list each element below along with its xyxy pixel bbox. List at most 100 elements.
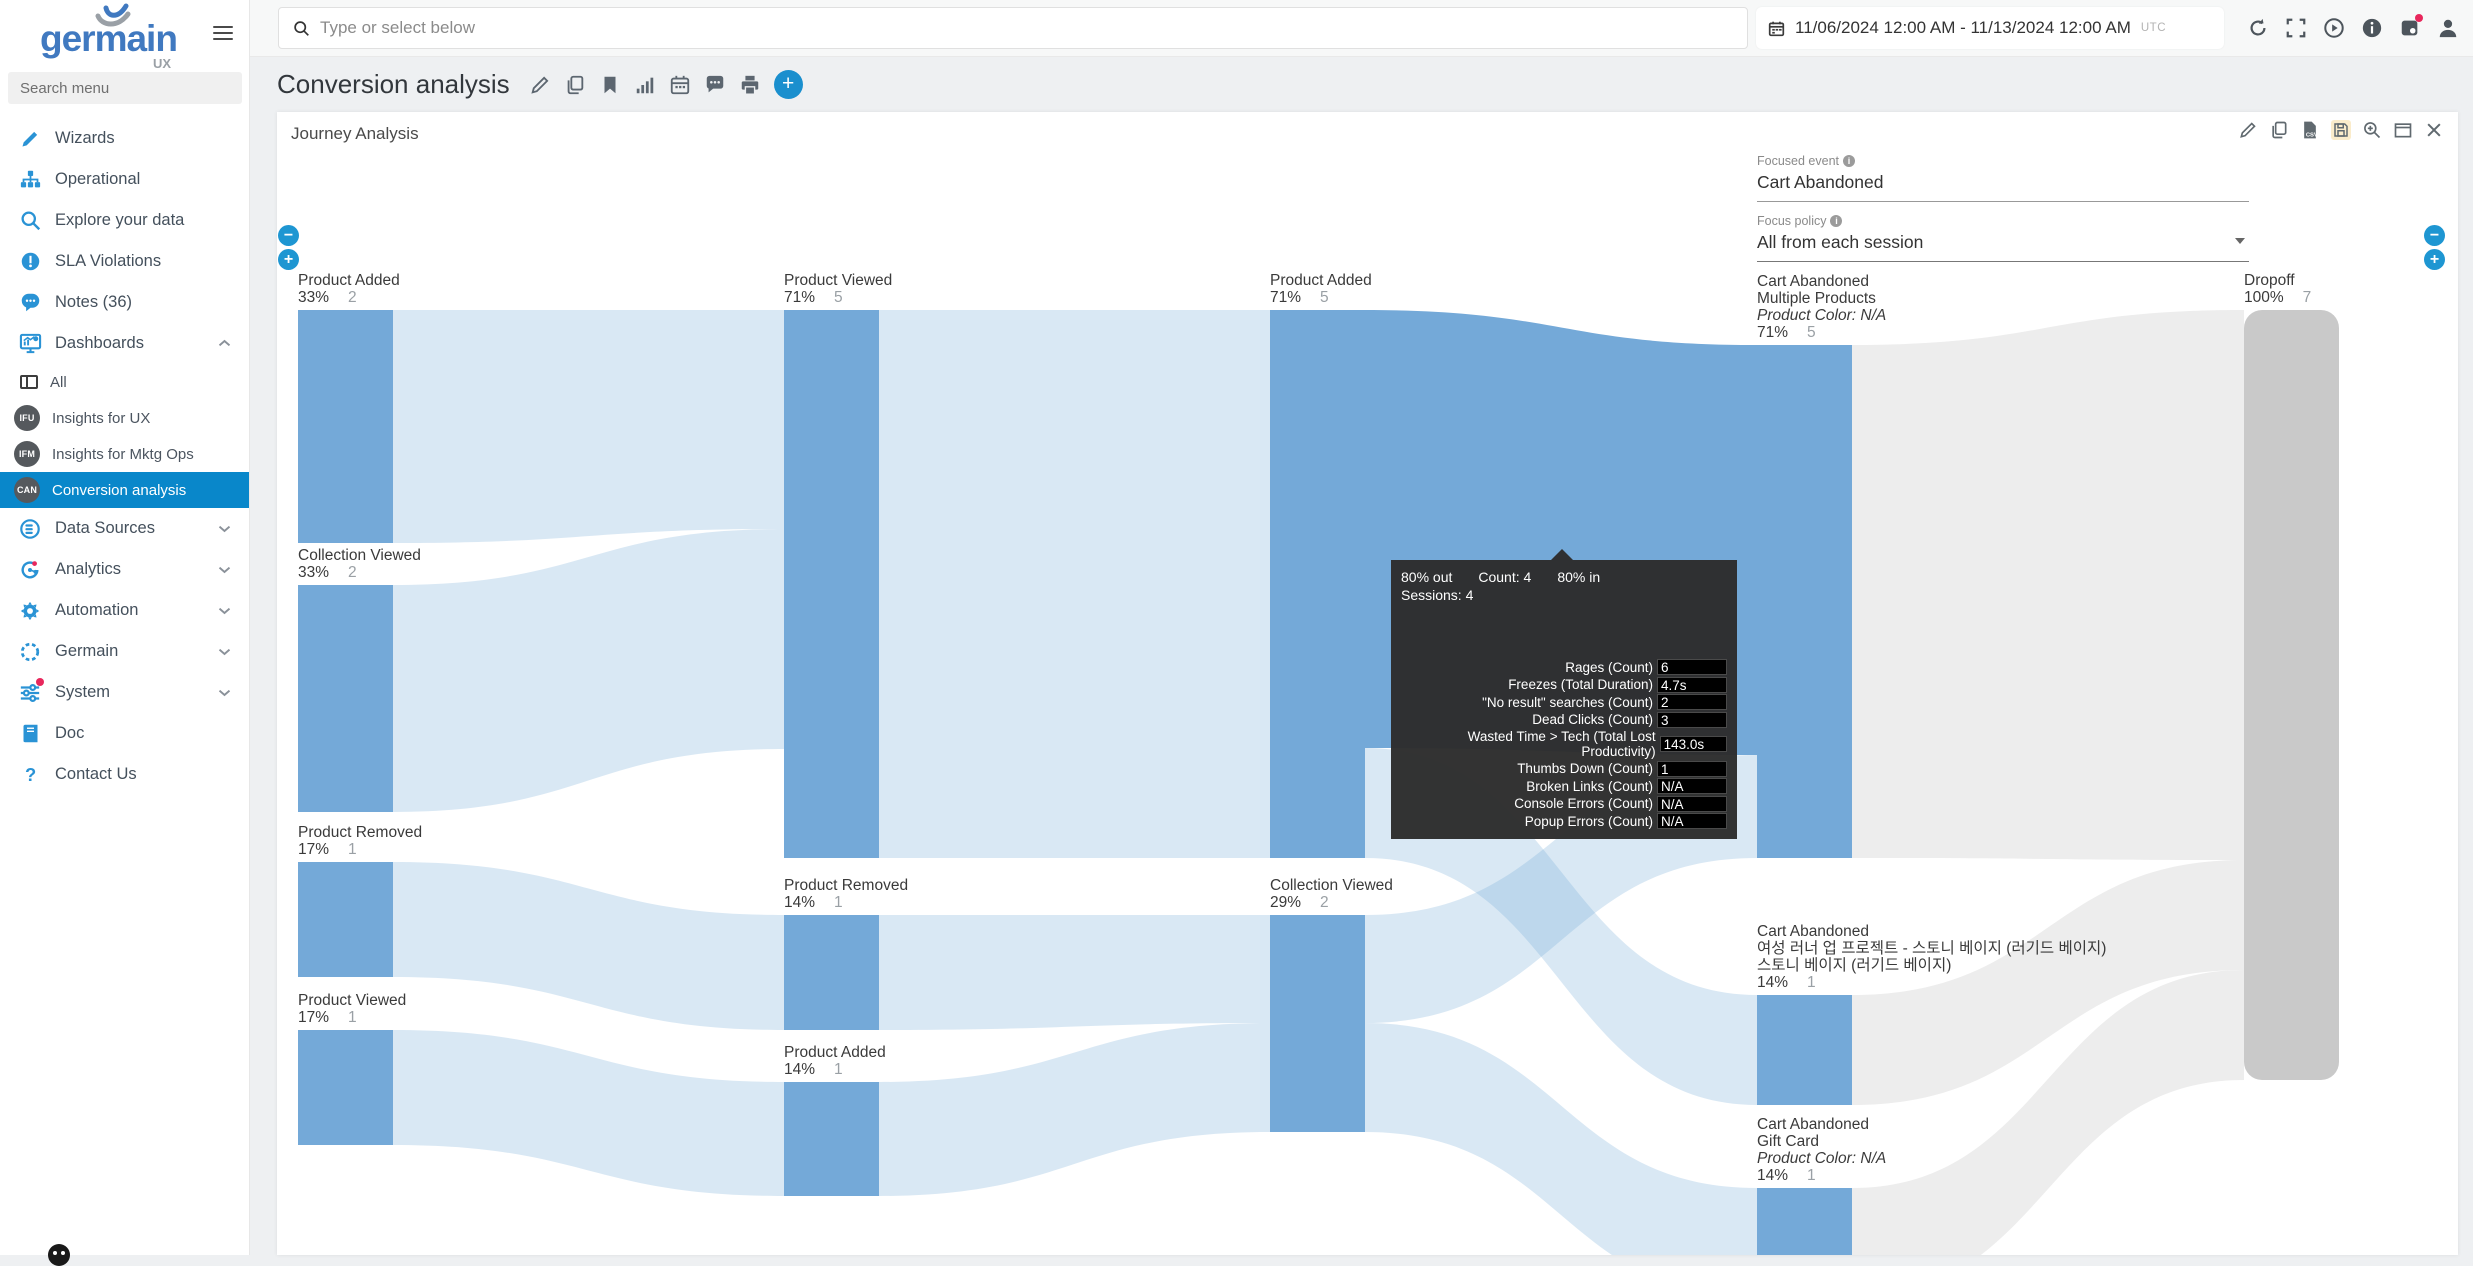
sankey-node-c4-giftcard[interactable] xyxy=(1757,1188,1852,1255)
sidebar-item-dashboards[interactable]: Dashboards xyxy=(0,323,249,364)
global-search[interactable] xyxy=(278,7,1748,49)
brand-sub: UX xyxy=(153,56,171,71)
sankey-node-c4-korean[interactable] xyxy=(1757,995,1852,1105)
brand-name: germain xyxy=(40,18,177,60)
sidebar-item-explore-your-data[interactable]: Explore your data xyxy=(0,200,249,241)
sidebar-search-input[interactable] xyxy=(8,72,242,104)
sidebar-item-label: Automation xyxy=(55,601,138,620)
sidebar-item-label: System xyxy=(55,683,110,702)
zoom-out-button-right[interactable]: − xyxy=(2424,225,2445,246)
sidebar-subitem-all[interactable]: All xyxy=(0,364,249,400)
sankey-link-c2-added-to-c3-collection[interactable] xyxy=(879,1023,1270,1196)
sankey-node-c4-multi[interactable] xyxy=(1757,345,1852,858)
tooltip-sessions: Sessions: 4 xyxy=(1401,587,1727,603)
sankey-link-c1-viewed-to-c2-added[interactable] xyxy=(393,1030,784,1196)
question-icon: ? xyxy=(18,763,42,787)
book-icon xyxy=(18,722,42,746)
sankey-node-c1-collection[interactable] xyxy=(298,585,393,812)
comments-icon[interactable] xyxy=(704,74,726,96)
germain-icon xyxy=(18,640,42,664)
tooltip-metric-row: "No result" searches (Count)2 xyxy=(1401,694,1727,710)
focus-policy-select[interactable]: All from each session xyxy=(1757,228,2249,262)
schedule-calendar-icon[interactable] xyxy=(669,74,691,96)
sankey-link-c1-added-to-c2-viewed[interactable] xyxy=(393,310,784,543)
sidebar-item-operational[interactable]: Operational xyxy=(0,159,249,200)
date-range-picker[interactable]: 11/06/2024 12:00 AM - 11/13/2024 12:00 A… xyxy=(1756,7,2224,49)
notifications-icon[interactable] xyxy=(2399,17,2421,39)
search-icon xyxy=(293,20,310,37)
search-icon xyxy=(18,209,42,233)
tooltip-metric-row: Wasted Time > Tech (Total Lost Productiv… xyxy=(1401,729,1727,759)
sankey-link-c2-removed-to-c3-collection[interactable] xyxy=(879,915,1270,1030)
sidebar-item-label: Germain xyxy=(55,642,118,661)
sankey-node-c1-added[interactable] xyxy=(298,310,393,543)
sidebar-item-contact-us[interactable]: ?Contact Us xyxy=(0,754,249,795)
chat-widget-button[interactable] xyxy=(48,1244,70,1266)
play-icon[interactable] xyxy=(2323,17,2345,39)
sidebar-item-analytics[interactable]: Analytics xyxy=(0,549,249,590)
fullscreen-icon[interactable] xyxy=(2285,17,2307,39)
sidebar-item-germain[interactable]: Germain xyxy=(0,631,249,672)
sankey-node-c5-dropoff[interactable] xyxy=(2244,310,2339,1080)
tooltip-metric-row: Thumbs Down (Count)1 xyxy=(1401,761,1727,777)
sidebar-item-label: SLA Violations xyxy=(55,252,161,271)
sankey-link-c1-collection-to-c2-viewed[interactable] xyxy=(393,529,784,812)
sidebar-item-system[interactable]: System xyxy=(0,672,249,713)
chevron-down-icon xyxy=(217,685,232,700)
sankey-node-c2-viewed[interactable] xyxy=(784,310,879,858)
sankey-node-c3-added[interactable] xyxy=(1270,310,1365,858)
sankey-link-c2-viewed-to-c3-added[interactable] xyxy=(879,310,1270,858)
sidebar-collapse-burger-icon[interactable] xyxy=(213,22,233,44)
add-panel-button[interactable]: + xyxy=(774,70,803,99)
global-search-input[interactable] xyxy=(320,18,1733,38)
zoom-out-button[interactable]: − xyxy=(278,225,299,246)
sankey-node-c1-viewed[interactable] xyxy=(298,1030,393,1145)
refresh-icon[interactable] xyxy=(2247,17,2269,39)
sidebar-item-automation[interactable]: Automation xyxy=(0,590,249,631)
focused-event-input[interactable]: Cart Abandoned xyxy=(1757,168,2249,202)
sankey-node-c2-removed[interactable] xyxy=(784,915,879,1030)
sitemap-icon xyxy=(18,168,42,192)
user-icon[interactable] xyxy=(2437,17,2459,39)
sidebar-item-doc[interactable]: Doc xyxy=(0,713,249,754)
sankey-link-c4-multi-to-c5-dropoff[interactable] xyxy=(1852,310,2244,860)
alert-icon xyxy=(18,250,42,274)
sankey-node-c1-removed[interactable] xyxy=(298,862,393,977)
sankey-node-c2-added[interactable] xyxy=(784,1082,879,1196)
print-icon[interactable] xyxy=(739,74,761,96)
topbar: 11/06/2024 12:00 AM - 11/13/2024 12:00 A… xyxy=(250,0,2473,57)
zoom-in-button[interactable]: + xyxy=(278,249,299,270)
copy-dashboard-icon[interactable] xyxy=(564,74,586,96)
sidebar-subitem-label: All xyxy=(50,374,67,391)
sidebar-item-label: Analytics xyxy=(55,560,121,579)
chevron-down-icon xyxy=(217,521,232,536)
tooltip-metric-row: Popup Errors (Count)N/A xyxy=(1401,813,1727,829)
edit-title-icon[interactable] xyxy=(529,74,551,96)
sidebar-item-notes-36-[interactable]: Notes (36) xyxy=(0,282,249,323)
sidebar-item-sla-violations[interactable]: SLA Violations xyxy=(0,241,249,282)
chevron-down-icon xyxy=(217,562,232,577)
main-content: Conversion analysis + Journey Analysis C… xyxy=(250,57,2473,1255)
page-header: Conversion analysis + xyxy=(277,69,803,100)
page-title: Conversion analysis xyxy=(277,69,510,100)
sankey-node-c3-collection[interactable] xyxy=(1270,915,1365,1132)
sidebar-item-wizards[interactable]: Wizards xyxy=(0,118,249,159)
info-icon[interactable] xyxy=(2361,17,2383,39)
bookmark-icon[interactable] xyxy=(599,74,621,96)
sidebar-item-data-sources[interactable]: Data Sources xyxy=(0,508,249,549)
zoom-in-button-right[interactable]: + xyxy=(2424,249,2445,270)
stats-bars-icon[interactable] xyxy=(634,74,656,96)
sankey-link-c1-removed-to-c2-removed[interactable] xyxy=(393,862,784,1030)
logo: germain UX xyxy=(0,0,249,68)
